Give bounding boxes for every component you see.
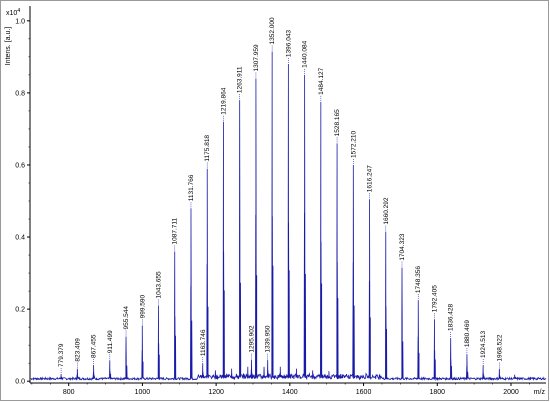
x-tick-label: 800 (63, 389, 75, 396)
x-tick-label: 1800 (429, 389, 445, 396)
peak-label: 1968.522 (496, 334, 503, 361)
x-tick-label: 1000 (135, 389, 151, 396)
peak-label: 1880.469 (464, 320, 471, 347)
peak-label: 911.499 (107, 330, 114, 353)
y-axis-multiplier-base: x10 (6, 10, 17, 17)
peak-label: 1043.655 (156, 271, 163, 298)
x-axis-title: m/z (534, 389, 546, 396)
peak-label: 1440.084 (302, 40, 309, 67)
spectrum-line (30, 51, 546, 382)
x-tick-label: 1200 (208, 389, 224, 396)
peak-label: 1295.902 (248, 325, 255, 352)
x-ticks: 800 1000 1200 1400 1600 1800 2000 (31, 383, 530, 396)
peak-label: 779.379 (58, 343, 65, 367)
peak-label: 1352.000 (269, 17, 276, 44)
y-tick-label: 0.2 (15, 307, 25, 314)
peak-labels: 779.379 823.409 867.455 911.499 955.544 999.5… (58, 17, 503, 373)
peak-label: 1528.165 (334, 109, 341, 136)
x-tick-label: 1400 (282, 389, 298, 396)
peak-label: 1396.043 (285, 30, 292, 57)
peak-label: 1175.818 (204, 135, 211, 162)
axes (29, 6, 546, 384)
peak-label: 1163.746 (200, 329, 207, 356)
peak-label: 1484.127 (318, 67, 325, 94)
x-tick-label: 1600 (356, 389, 372, 396)
peak-label: 1792.405 (431, 285, 438, 312)
peak-label: 1924.513 (480, 330, 487, 357)
peak-label: 1836.428 (448, 303, 455, 330)
peak-label: 1704.323 (399, 233, 406, 260)
y-axis-multiplier: x104 (6, 8, 20, 17)
peak-label: 823.409 (74, 338, 81, 362)
peak-label: 1087.711 (172, 217, 179, 244)
y-tick-label: 0.0 (15, 379, 25, 386)
peak-label: 1307.959 (253, 44, 260, 71)
peak-label: 1660.292 (383, 197, 390, 224)
y-ticks: 0.0 0.2 0.4 0.6 0.8 1.0 (15, 18, 30, 386)
peak-label: 999.590 (139, 294, 146, 318)
y-axis-multiplier-exponent: 4 (17, 8, 20, 14)
y-tick-label: 0.8 (15, 90, 25, 97)
peak-label: 1339.950 (265, 325, 272, 352)
peak-label: 1219.864 (220, 87, 227, 114)
x-tick-label: 2000 (503, 389, 519, 396)
peak-label: 955.544 (123, 306, 130, 330)
y-axis-title: Intens. [a.u.] (5, 27, 12, 66)
peak-label: 1616.247 (367, 165, 374, 192)
peak-label: 867.455 (91, 334, 98, 358)
spectrum-series (30, 51, 546, 382)
y-tick-label: 1.0 (15, 18, 25, 25)
peak-label: 1131.766 (188, 174, 195, 201)
peak-label: 1748.356 (415, 266, 422, 293)
y-tick-label: 0.4 (15, 235, 25, 242)
y-tick-label: 0.6 (15, 162, 25, 169)
peak-label: 1263.911 (237, 66, 244, 93)
peak-label: 1572.210 (350, 130, 357, 157)
